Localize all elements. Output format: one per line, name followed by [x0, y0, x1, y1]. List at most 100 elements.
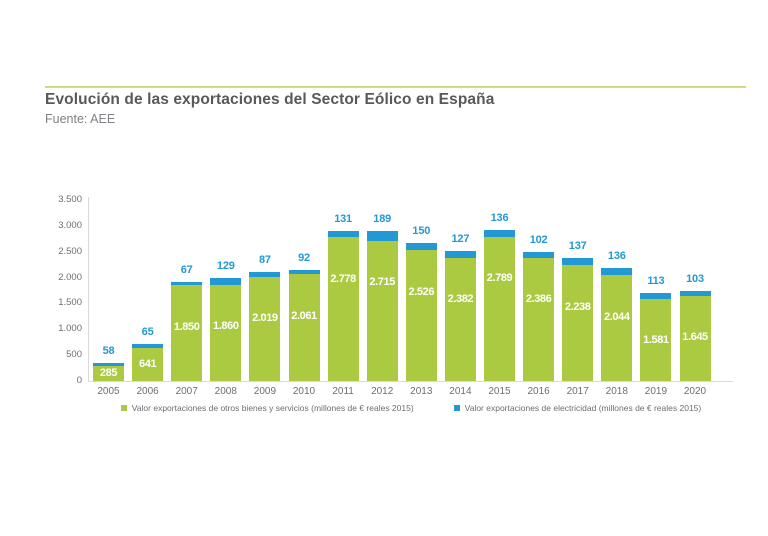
- x-axis-label: 2020: [683, 386, 707, 397]
- bar-segment-electricidad: [249, 272, 281, 277]
- bar-segment-otros-bienes: [366, 240, 398, 381]
- x-axis-label: 2009: [253, 386, 277, 397]
- y-axis-tick-label: 2.500: [58, 245, 82, 257]
- page-title: Evolución de las exportaciones del Secto…: [45, 91, 495, 108]
- legend-item-electricidad: Valor exportaciones de electricidad (mil…: [453, 403, 702, 413]
- legend-swatch-green: [120, 405, 127, 411]
- bar-value-label: 2.789: [486, 272, 513, 285]
- bar-segment-electricidad: [288, 269, 320, 275]
- y-axis-tick-label: 3.000: [58, 219, 82, 231]
- x-axis-label: 2015: [488, 386, 511, 397]
- bar-segment-otros-bienes: [405, 250, 437, 381]
- bar-segment-otros-bienes: [484, 236, 515, 381]
- x-axis-label: 2014: [449, 386, 472, 397]
- bar-value-label: 2.019: [252, 312, 278, 325]
- bar-segment-electricidad: [93, 363, 124, 367]
- bar-segment-electricidad: [444, 251, 476, 258]
- x-axis-label: 2012: [371, 386, 394, 397]
- x-axis-label: 2008: [214, 386, 237, 397]
- x-axis-label: 2019: [644, 386, 668, 397]
- bar-segment-electricidad: [640, 293, 672, 300]
- bar-segment-electricidad: [562, 258, 594, 266]
- bar-electricity-label: 150: [412, 224, 431, 237]
- bar-electricity-label: 113: [647, 275, 665, 288]
- bar-segment-otros-bienes: [288, 274, 320, 381]
- bar-segment-electricidad: [405, 242, 437, 251]
- chart-legend: Valor exportaciones de otros bienes y se…: [88, 401, 734, 415]
- bar-value-label: 285: [99, 367, 118, 380]
- bar-segment-electricidad: [210, 278, 242, 285]
- bar-electricity-label: 189: [373, 212, 392, 225]
- bar-segment-otros-bienes: [640, 299, 672, 381]
- bar-value-label: 2.061: [291, 309, 317, 322]
- bar-electricity-label: 127: [451, 233, 470, 246]
- bar-electricity-label: 87: [258, 254, 271, 267]
- bar-segment-electricidad: [679, 290, 711, 296]
- x-axis-label: 2006: [136, 386, 159, 397]
- bar-segment-otros-bienes: [249, 276, 281, 381]
- bar-electricity-label: 58: [102, 345, 115, 358]
- y-axis-line: [88, 197, 89, 381]
- bar-electricity-label: 102: [529, 234, 548, 247]
- legend-label: Valor exportaciones de otros bienes y se…: [131, 403, 414, 413]
- bar-segment-otros-bienes: [444, 257, 476, 381]
- bar-value-label: 2.044: [604, 310, 630, 323]
- bar-segment-otros-bienes: [562, 265, 594, 381]
- chart-source: Fuente: AEE: [45, 112, 116, 126]
- bar-electricity-label: 67: [180, 263, 193, 276]
- bar-value-label: 2.386: [525, 293, 552, 306]
- bar-value-label: 2.238: [564, 300, 591, 313]
- y-axis-tick-label: 2.000: [58, 271, 82, 283]
- y-axis-tick-label: 3.500: [58, 194, 82, 205]
- bar-segment-electricidad: [484, 229, 515, 237]
- x-axis-label: 2018: [605, 386, 628, 397]
- bar-electricity-label: 65: [141, 326, 154, 339]
- bar-segment-otros-bienes: [679, 295, 711, 381]
- x-axis-label: 2010: [292, 386, 316, 397]
- bar-segment-otros-bienes: [93, 366, 124, 381]
- bar-electricity-label: 103: [686, 272, 704, 285]
- bar-segment-electricidad: [171, 281, 203, 286]
- y-axis-tick-label: 0: [76, 375, 82, 386]
- legend-label: Valor exportaciones de electricidad (mil…: [464, 403, 702, 413]
- x-axis-label: 2017: [566, 386, 589, 397]
- bar-segment-electricidad: [132, 344, 164, 348]
- x-axis-label: 2005: [97, 386, 120, 397]
- y-axis-tick-label: 1.500: [58, 297, 82, 309]
- x-axis-label: 2013: [410, 386, 433, 397]
- bar-segment-electricidad: [601, 268, 633, 276]
- bar-value-label: 1.860: [213, 320, 239, 333]
- bar-segment-electricidad: [366, 230, 398, 241]
- bar-value-label: 2.778: [330, 272, 356, 285]
- bar-value-label: 1.645: [682, 331, 708, 344]
- header-rule: [45, 86, 746, 88]
- bar-value-label: 2.715: [369, 276, 395, 289]
- x-axis-label: 2011: [332, 386, 354, 397]
- x-axis-label: 2016: [527, 386, 550, 397]
- legend-swatch-blue: [453, 405, 460, 411]
- bar-electricity-label: 131: [334, 212, 352, 225]
- x-axis-line: [88, 381, 733, 382]
- bar-segment-otros-bienes: [327, 237, 359, 381]
- bar-segment-otros-bienes: [210, 284, 242, 381]
- bar-segment-otros-bienes: [523, 257, 555, 381]
- bar-electricity-label: 137: [568, 240, 587, 253]
- bar-value-label: 641: [139, 357, 157, 370]
- y-axis-tick-label: 1.000: [58, 323, 82, 335]
- legend-item-otros-bienes: Valor exportaciones de otros bienes y se…: [120, 403, 414, 413]
- bar-segment-otros-bienes: [601, 275, 633, 381]
- bar-electricity-label: 92: [298, 251, 310, 264]
- bar-segment-otros-bienes: [171, 285, 203, 381]
- bar-electricity-label: 136: [490, 211, 509, 224]
- x-axis-label: 2007: [175, 386, 198, 397]
- bar-value-label: 2.382: [447, 293, 474, 306]
- bar-segment-otros-bienes: [132, 347, 164, 381]
- bar-segment-electricidad: [523, 252, 555, 258]
- bar-segment-electricidad: [327, 230, 359, 238]
- bar-value-label: 2.526: [408, 285, 435, 298]
- bar-electricity-label: 129: [216, 260, 235, 273]
- y-axis-tick-label: 500: [66, 349, 82, 361]
- bar-electricity-label: 136: [607, 250, 626, 263]
